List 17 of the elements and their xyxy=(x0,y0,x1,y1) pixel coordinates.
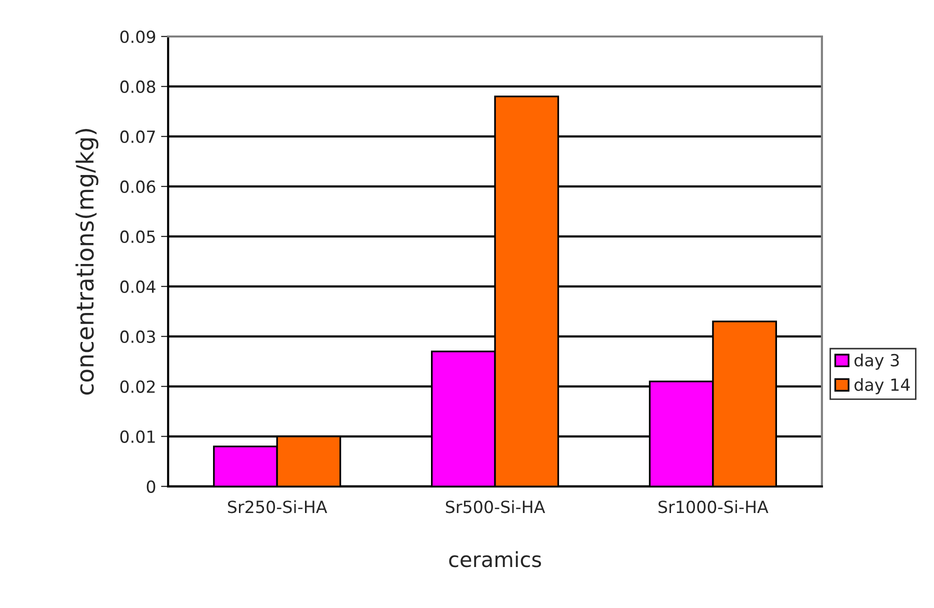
y-tick-label: 0.06 xyxy=(120,180,156,194)
y-tick-label: 0.02 xyxy=(120,380,155,393)
y-tick-label: 0.03 xyxy=(120,330,155,343)
legend-label: day 14 xyxy=(854,378,910,394)
x-tick-label: Sr500-Si-HA xyxy=(446,500,546,514)
y-tick-label: 0.05 xyxy=(120,230,155,244)
x-axis-title: ceramics xyxy=(449,551,541,568)
y-axis-title: concentrations(mg/kg) xyxy=(76,129,98,395)
y-tick-label: 0.04 xyxy=(120,280,156,294)
y-tick-label: 0.08 xyxy=(120,80,156,94)
y-tick-label: 0.09 xyxy=(120,30,156,44)
y-tick-label: 0 xyxy=(146,480,156,493)
x-tick-label: Sr250-Si-HA xyxy=(228,500,328,514)
legend-label: day 3 xyxy=(854,354,899,370)
y-tick-label: 0.07 xyxy=(120,130,155,144)
x-tick-label: Sr1000-Si-HA xyxy=(658,500,768,514)
y-tick-label: 0.01 xyxy=(120,430,155,443)
